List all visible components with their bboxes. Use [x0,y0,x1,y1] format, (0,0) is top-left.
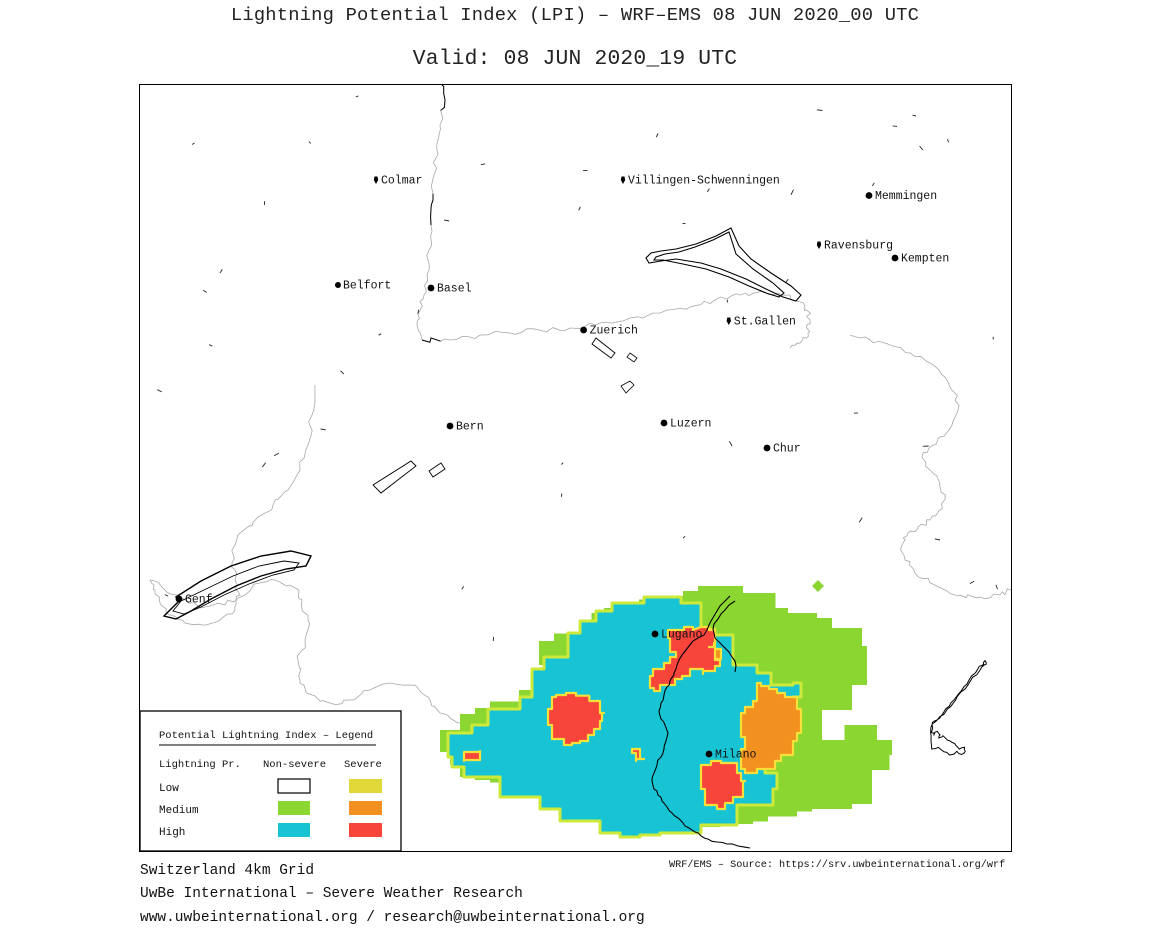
svg-text:Villingen-Schwenningen: Villingen-Schwenningen [628,175,780,188]
svg-text:Medium: Medium [159,805,199,817]
svg-text:Lugano: Lugano [661,629,703,642]
svg-text:Belfort: Belfort [343,280,391,293]
svg-text:Lightning Pr.: Lightning Pr. [159,759,241,771]
svg-text:Genf: Genf [185,594,213,607]
svg-text:Kempten: Kempten [901,253,949,266]
svg-text:Severe: Severe [344,759,382,771]
svg-text:Ravensburg: Ravensburg [824,240,893,253]
svg-text:Non-severe: Non-severe [263,759,326,771]
svg-text:Bern: Bern [456,421,484,434]
svg-text:Zuerich: Zuerich [590,325,638,338]
svg-text:Milano: Milano [715,749,757,762]
svg-text:St.Gallen: St.Gallen [734,316,796,329]
svg-text:Chur: Chur [773,443,801,456]
svg-text:Colmar: Colmar [381,175,422,188]
svg-text:Memmingen: Memmingen [875,190,937,203]
svg-text:Potential Lightning Index – Le: Potential Lightning Index – Legend [159,730,373,742]
svg-text:High: High [159,827,185,839]
svg-text:Luzern: Luzern [670,418,711,431]
svg-text:Basel: Basel [437,283,472,296]
svg-text:Low: Low [159,783,179,795]
